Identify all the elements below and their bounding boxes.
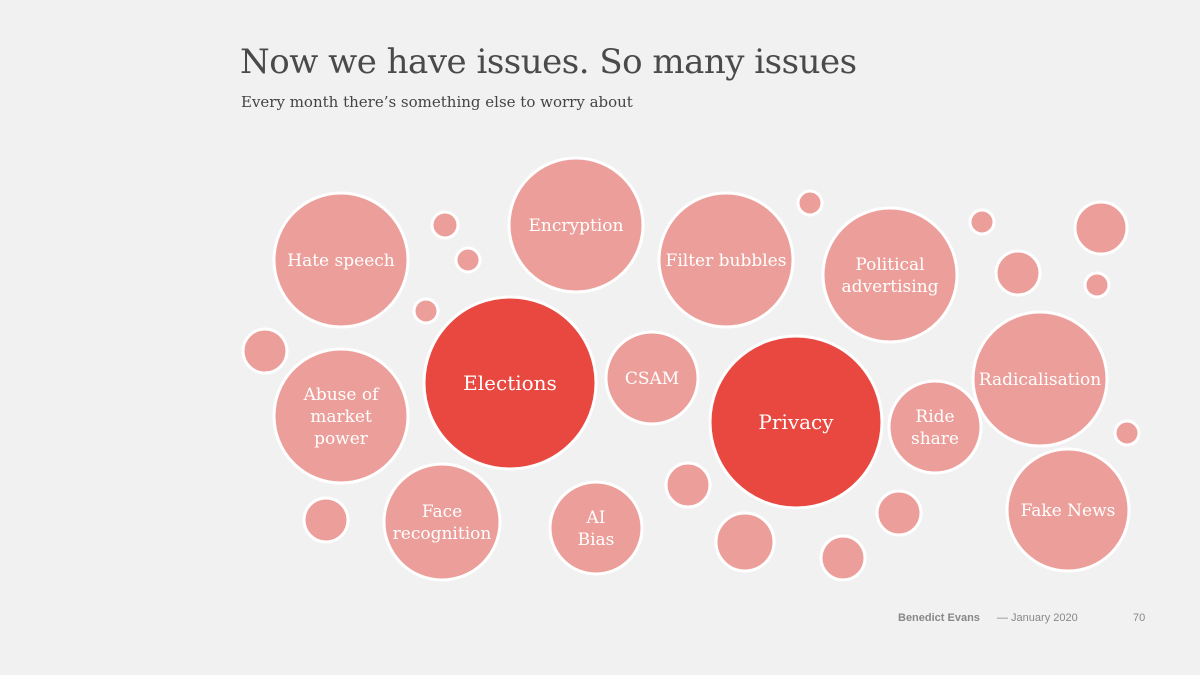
decorative-dot: [796, 189, 824, 217]
bubble-circle: [382, 462, 502, 582]
slide-title: Now we have issues. So many issues: [240, 42, 857, 82]
bubble-circle: [272, 191, 410, 329]
bubble-circle: [272, 347, 410, 485]
decorative-dot: [1113, 419, 1141, 447]
bubble-label: Bias: [578, 530, 615, 550]
bubble-circle: [708, 334, 884, 510]
decorative-dot: [819, 534, 867, 582]
decorative-dot: [241, 327, 289, 375]
bubble-label: Face: [422, 502, 462, 522]
bubble-label: market: [310, 407, 372, 427]
bubble-label: Filter bubbles: [666, 251, 787, 271]
footer-author: Benedict Evans: [898, 612, 980, 624]
decorative-dot: [302, 496, 350, 544]
bubble-csam: CSAM: [604, 330, 700, 426]
bubble-label: recognition: [393, 524, 492, 544]
bubble-circle: [1005, 447, 1131, 573]
bubble-label: Privacy: [758, 410, 834, 434]
bubble-label: Abuse of: [303, 385, 381, 405]
decorative-dot: [714, 511, 776, 573]
decorative-dot: [968, 208, 996, 236]
footer-date: — January 2020: [997, 612, 1078, 624]
footer: Benedict Evans — January 2020 70: [0, 612, 1200, 628]
bubble-label: Ride: [915, 407, 954, 427]
decorative-dot: [994, 249, 1042, 297]
bubble-label: Political: [855, 255, 924, 275]
bubble-filter-bubbles: Filter bubbles: [657, 191, 795, 329]
bubble-circle: [821, 206, 959, 344]
bubble-label: Hate speech: [287, 251, 395, 271]
bubble-circle: [657, 191, 795, 329]
page-number: 70: [1133, 612, 1146, 624]
bubble-label: Radicalisation: [979, 370, 1102, 390]
bubble-label: Fake News: [1021, 501, 1116, 521]
bubble-fake-news: Fake News: [1005, 447, 1131, 573]
decorative-dot: [1083, 271, 1111, 299]
decorative-dot: [875, 489, 923, 537]
bubble-circle: [887, 379, 983, 475]
bubble-privacy: Privacy: [708, 334, 884, 510]
bubble-label: advertising: [841, 277, 938, 297]
bubble-circle: [604, 330, 700, 426]
bubble-radicalisation: Radicalisation: [971, 310, 1109, 448]
bubble-label: Elections: [463, 371, 557, 395]
bubble-elections: Elections: [422, 295, 598, 471]
slide-subtitle: Every month there’s something else to wo…: [241, 93, 633, 111]
bubble-circle: [507, 156, 645, 294]
bubble-circle: [971, 310, 1109, 448]
bubble-label: CSAM: [625, 369, 679, 389]
bubble-label: Encryption: [529, 216, 624, 236]
decorative-dot: [664, 461, 712, 509]
bubble-hate-speech: Hate speech: [272, 191, 410, 329]
bubble-circle: [422, 295, 598, 471]
bubble-label: share: [911, 429, 959, 449]
bubble-encryption: Encryption: [507, 156, 645, 294]
bubble-circle: [548, 480, 644, 576]
decorative-dot: [454, 246, 482, 274]
bubble-label: AI: [586, 508, 606, 528]
decorative-dot: [1073, 200, 1129, 256]
decorative-dot: [430, 210, 460, 240]
bubble-label: power: [314, 429, 369, 449]
decorative-dot: [412, 297, 440, 325]
